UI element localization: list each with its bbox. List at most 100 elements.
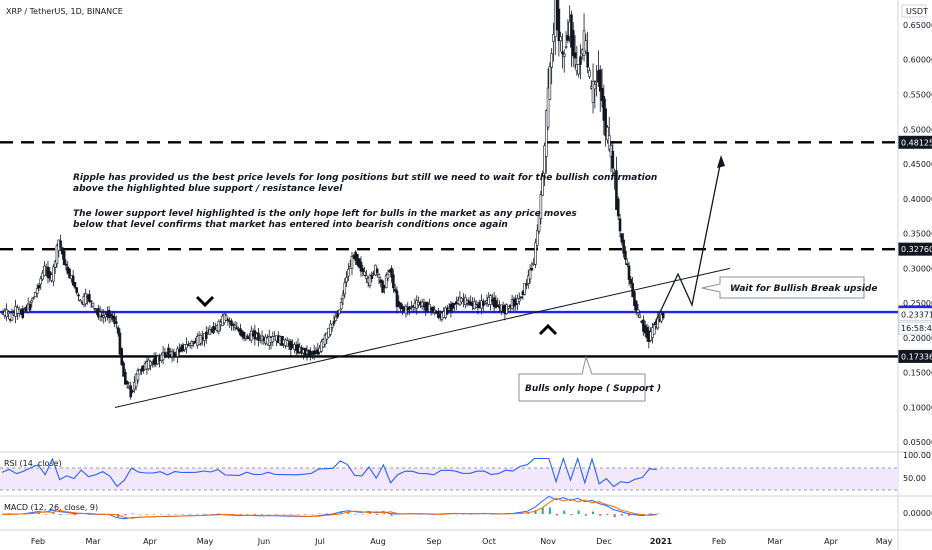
candle-body [30, 300, 34, 303]
macd-tick-0: 0.00000 [903, 509, 932, 518]
rsi-line [1, 456, 657, 488]
macd-bar [620, 514, 623, 516]
candle-body [338, 309, 341, 314]
candle-body [395, 290, 399, 308]
candle-body [192, 342, 195, 344]
candle-body [77, 294, 80, 297]
macd-bar [563, 510, 566, 514]
candle-body [235, 327, 239, 330]
macd-line [1, 495, 657, 520]
annotation-line-4: below that level confirms that market ha… [73, 220, 508, 230]
macd-bar [548, 507, 551, 514]
macd-bar [599, 514, 602, 516]
candle-body [537, 213, 541, 232]
price-pane[interactable] [0, 0, 898, 452]
candle-body [633, 291, 636, 306]
candle-body [28, 303, 32, 311]
candle-body [539, 194, 543, 219]
candle-body [546, 87, 550, 128]
macd-bar [340, 512, 343, 514]
macd-bar [390, 514, 393, 516]
macd-bar [354, 514, 357, 515]
candle-body [35, 288, 39, 294]
macd-bar [174, 513, 177, 515]
macd-bar [59, 514, 62, 516]
candle-body [341, 294, 345, 300]
macd-bar [261, 514, 264, 515]
candle-body [10, 312, 14, 321]
macd-bar [246, 513, 249, 515]
candle-body [345, 277, 348, 283]
candle-body [519, 296, 523, 299]
candle-body [185, 344, 188, 349]
candle-body [618, 218, 622, 232]
candle-body [392, 274, 395, 289]
annotation-line-3: The lower support level highlighted is t… [73, 209, 577, 219]
candle-body [359, 261, 363, 272]
rsi-label: RSI (14, close) [4, 459, 62, 468]
candle-body [507, 306, 510, 309]
candle-body [149, 361, 152, 366]
candle-body [138, 369, 142, 375]
candle-body [526, 275, 530, 284]
x-tick-label: Oct [482, 537, 496, 546]
candle-body [586, 51, 589, 68]
macd-bar [656, 513, 659, 515]
candle-body [433, 309, 437, 313]
macd-bar [527, 512, 530, 514]
macd-pane[interactable]: MACD (12, 26, close, 9) 0.00000 [1, 495, 932, 520]
candle-body [535, 230, 539, 246]
macd-bar [628, 514, 631, 516]
candle-body [131, 390, 134, 393]
x-tick-label: Dec [596, 537, 611, 546]
macd-bar [297, 514, 300, 515]
candle-body [361, 268, 365, 272]
macd-bar [37, 512, 40, 514]
candle-body [98, 311, 102, 318]
macd-bar [153, 514, 156, 515]
time-axis[interactable]: Feb Mar Apr May Jun Jul Aug Sep Oct Nov Dec 2021 Feb… [31, 537, 893, 546]
candle-body [573, 52, 577, 59]
candle-body [390, 267, 393, 278]
candle-body [226, 319, 230, 321]
x-tick-label: Mar [85, 537, 101, 546]
macd-bar [45, 514, 48, 515]
candle-body [136, 370, 140, 381]
candle-body [607, 135, 611, 150]
x-tick-label: Apr [143, 537, 158, 546]
rsi-pane[interactable]: RSI (14, close) 100.00 50.00 [0, 451, 931, 491]
macd-bar [534, 510, 537, 514]
currency-badge [901, 4, 927, 18]
macd-bar [541, 507, 544, 514]
candle-body [32, 297, 35, 299]
candle-body [246, 335, 249, 340]
macd-bar [138, 513, 141, 515]
macd-bar [189, 514, 192, 515]
candle-body [523, 283, 526, 295]
candle-body [208, 329, 212, 335]
price-label-text: 16:58:45 [901, 324, 932, 333]
macd-label: MACD (12, 26, close, 9) [4, 503, 98, 512]
x-tick-label: Feb [712, 537, 726, 546]
candle-body [125, 381, 129, 385]
candle-body [604, 108, 607, 137]
macd-bar [347, 512, 350, 514]
candle-body [584, 40, 588, 52]
candle-body [231, 323, 235, 326]
candle-body [55, 245, 59, 265]
candle-body [34, 291, 37, 297]
candle-body [323, 334, 327, 345]
chevron-up-marker [538, 323, 558, 336]
macd-bar [196, 513, 199, 515]
candle-body [21, 308, 25, 318]
macd-bar [167, 514, 170, 515]
macd-bar [556, 514, 559, 516]
